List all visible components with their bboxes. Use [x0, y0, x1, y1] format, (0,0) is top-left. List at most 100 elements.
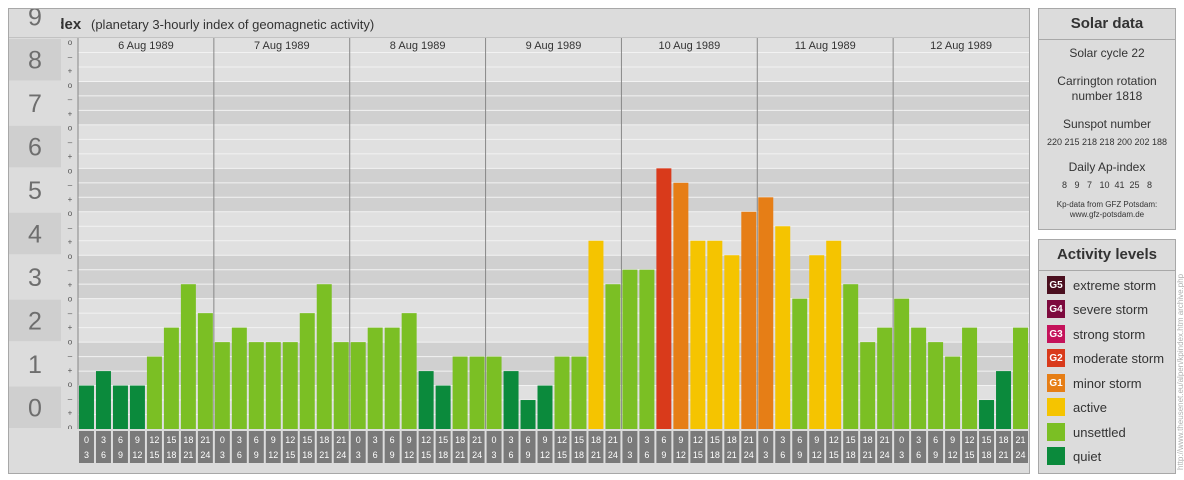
hour-end-label: 21	[455, 450, 465, 460]
hour-start-label: 0	[492, 435, 497, 445]
hour-cell	[860, 431, 876, 463]
hour-start-label: 12	[693, 435, 703, 445]
hour-cell	[112, 431, 128, 463]
kp-bar	[945, 356, 961, 429]
kp-bar	[673, 182, 689, 429]
hour-end-label: 21	[863, 450, 873, 460]
hour-end-label: 6	[780, 450, 785, 460]
level-swatch	[1047, 398, 1065, 416]
ap-label: Daily Ap-index	[1068, 160, 1146, 174]
hour-start-label: 6	[661, 435, 666, 445]
kp-bar	[639, 269, 655, 429]
sunspot-values: 220 215 218 218 200 202 188	[1046, 137, 1168, 147]
hour-end-label: 6	[237, 450, 242, 460]
minor-tick-label: +	[68, 323, 73, 332]
day-label: 11 Aug 1989	[795, 40, 856, 52]
hour-start-label: 6	[390, 435, 395, 445]
hour-cell	[333, 431, 349, 463]
kp-bar	[452, 356, 468, 429]
kp-bar	[95, 371, 111, 429]
level-quiet: quiet	[1047, 446, 1101, 466]
hour-cell	[622, 431, 638, 463]
kp-bar	[214, 342, 230, 429]
y-tick-label: 8	[28, 47, 42, 75]
kp-bar	[248, 342, 264, 429]
kp-bar	[979, 400, 995, 429]
y-tick-label: 9	[28, 9, 42, 31]
hour-end-label: 24	[336, 450, 346, 460]
hour-start-label: 0	[899, 435, 904, 445]
kp-bar	[911, 327, 927, 429]
y-label-cell	[9, 386, 61, 428]
hour-start-label: 21	[1016, 435, 1026, 445]
hour-end-label: 3	[220, 450, 225, 460]
kp-bar	[469, 356, 485, 429]
hour-cell	[639, 431, 655, 463]
y-tick-label: 0	[28, 394, 42, 422]
hour-start-label: 15	[846, 435, 856, 445]
hour-cell	[775, 431, 791, 463]
hour-end-label: 3	[84, 450, 89, 460]
hour-cell	[486, 431, 502, 463]
minor-tick-label: –	[68, 266, 73, 275]
kp-bar	[724, 255, 740, 429]
hour-cell	[180, 431, 196, 463]
level-active: active	[1047, 397, 1107, 417]
hour-end-label: 12	[812, 450, 822, 460]
minor-tick-label: o	[68, 380, 73, 389]
hour-end-label: 21	[591, 450, 601, 460]
hour-cell	[673, 431, 689, 463]
kp-bar	[486, 356, 502, 429]
hour-cell	[350, 431, 366, 463]
hour-cell	[452, 431, 468, 463]
band	[78, 211, 1029, 256]
day-label: 10 Aug 1989	[658, 40, 720, 52]
hour-end-label: 3	[356, 450, 361, 460]
hour-cell	[248, 431, 264, 463]
minor-tick-label: o	[68, 81, 73, 90]
hour-end-label: 9	[118, 450, 123, 460]
hour-end-label: 24	[608, 450, 618, 460]
hour-cell	[741, 431, 757, 463]
hour-cell	[877, 431, 893, 463]
hour-start-label: 9	[543, 435, 548, 445]
hour-start-label: 0	[356, 435, 361, 445]
hour-cell	[503, 431, 519, 463]
hour-start-label: 21	[336, 435, 346, 445]
kp-bar	[316, 284, 332, 429]
hour-start-label: 12	[149, 435, 159, 445]
hour-cell	[996, 431, 1012, 463]
hour-start-label: 21	[880, 435, 890, 445]
y-label-cell	[9, 212, 61, 255]
minor-tick-label: +	[68, 238, 73, 247]
minor-tick-label: +	[68, 409, 73, 418]
minor-tick-label: o	[68, 295, 73, 304]
hour-cell	[911, 431, 927, 463]
hour-start-label: 9	[814, 435, 819, 445]
y-label-cell	[9, 256, 61, 298]
hour-end-label: 9	[526, 450, 531, 460]
hour-start-label: 12	[829, 435, 839, 445]
level-severe-storm: G4 severe storm	[1047, 299, 1148, 319]
kp-bar	[860, 342, 876, 429]
hour-cell	[554, 431, 570, 463]
source-line-2: www.gfz-potsdam.de	[1069, 210, 1145, 219]
y-label-cell	[9, 169, 61, 211]
hour-row	[9, 429, 1029, 473]
day-label: 12 Aug 1989	[930, 40, 992, 52]
hour-end-label: 12	[676, 450, 686, 460]
minor-tick-column	[61, 38, 78, 429]
hour-start-label: 6	[797, 435, 802, 445]
kp-bar	[265, 342, 281, 429]
kp-bar	[180, 284, 196, 429]
hour-cell	[1013, 431, 1028, 463]
hour-end-label: 18	[302, 450, 312, 460]
hour-start-label: 9	[950, 435, 955, 445]
kp-bar	[605, 284, 621, 429]
kp-bar	[197, 313, 213, 429]
minor-tick-label: +	[68, 152, 73, 161]
hour-cell	[384, 431, 400, 463]
hour-cell	[520, 431, 536, 463]
hour-cell	[299, 431, 315, 463]
kp-bar	[163, 327, 179, 429]
